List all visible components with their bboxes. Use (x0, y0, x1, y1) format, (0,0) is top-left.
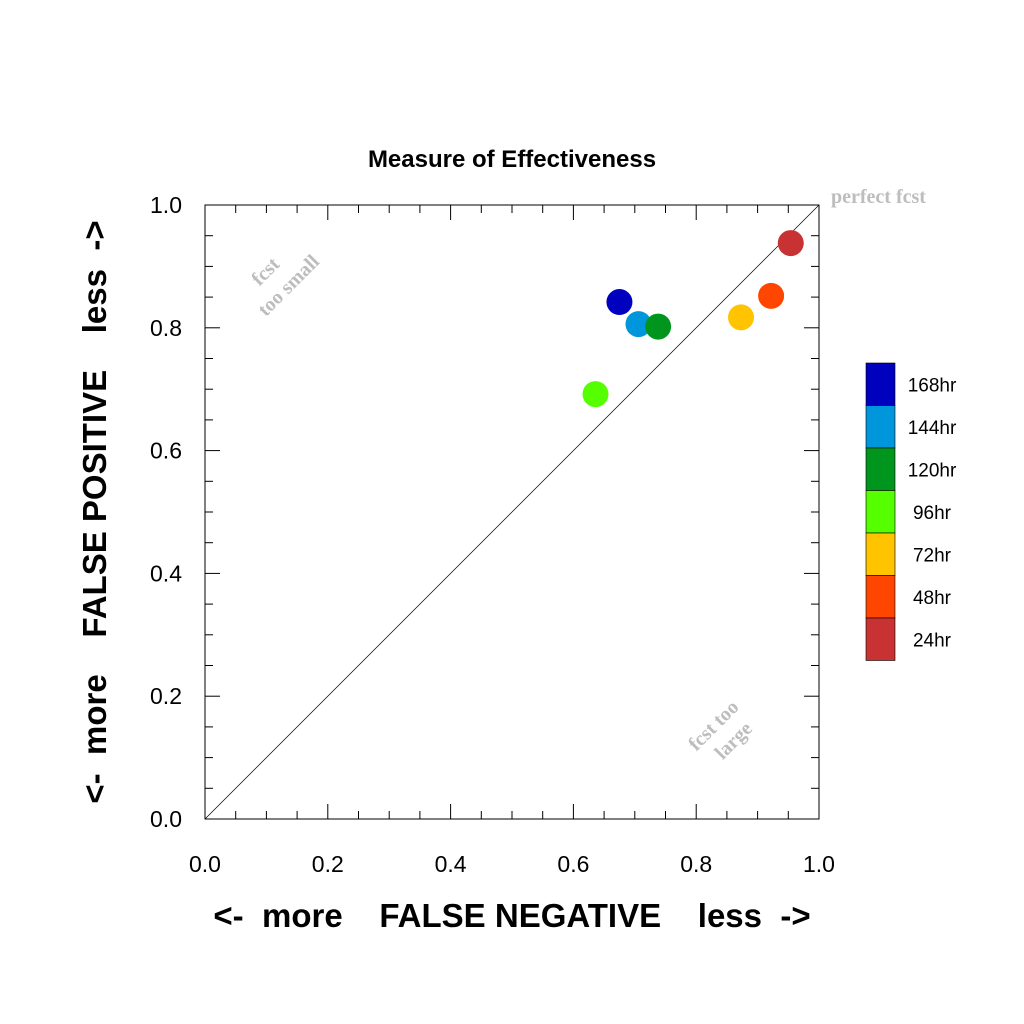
legend: 168hr 144hr 120hr 96hr 72hr 48hr 24hr (865, 362, 957, 661)
axis-tick-labels: 0.0 0.2 0.4 0.6 0.8 1.0 0.0 0.2 0.4 0.6 0.8 1.0 (150, 192, 835, 877)
legend-swatch-96hr (865, 490, 896, 534)
point-24hr (777, 230, 804, 257)
legend-label-144hr: 144hr (908, 418, 957, 439)
legend-label-168hr: 168hr (908, 375, 957, 396)
x-tick-label: 0.4 (435, 851, 467, 877)
legend-swatch-48hr (865, 575, 896, 619)
point-96hr (582, 381, 609, 408)
y-tick-label: 0.2 (150, 683, 182, 709)
legend-swatch-120hr (865, 447, 896, 491)
legend-label-72hr: 72hr (913, 545, 952, 566)
point-48hr (758, 282, 785, 309)
point-72hr (728, 304, 755, 331)
diagonal-reference-line (204, 204, 820, 820)
y-tick-label: 1.0 (150, 192, 182, 218)
legend-swatch-72hr (865, 532, 896, 576)
x-tick-label: 0.6 (557, 851, 589, 877)
y-tick-label: 0.0 (150, 806, 182, 832)
y-tick-label: 0.6 (150, 438, 182, 464)
legend-swatch-24hr (865, 617, 896, 661)
axis-ticks (204, 204, 820, 820)
x-tick-label: 0.8 (680, 851, 712, 877)
plot-area: 0.0 0.2 0.4 0.6 0.8 1.00.00.20.40.60.81.0 fcs… (150, 186, 926, 877)
data-points (582, 230, 804, 408)
legend-label-24hr: 24hr (913, 630, 952, 651)
x-tick-label: 1.0 (803, 851, 835, 877)
x-axis-label: <- more FALSE NEGATIVE less -> (213, 897, 810, 934)
chart-title: Measure of Effectiveness (368, 146, 656, 173)
x-tick-label: 0.0 (189, 851, 221, 877)
x-tick-label: 0.2 (312, 851, 344, 877)
point-144hr (625, 311, 652, 338)
y-axis-label: <- more FALSE POSITIVE less -> (76, 220, 113, 803)
point-120hr (645, 313, 672, 340)
y-tick-label: 0.4 (150, 560, 182, 586)
legend-swatch-168hr (865, 362, 896, 406)
legend-label-120hr: 120hr (908, 460, 957, 481)
legend-label-96hr: 96hr (913, 503, 952, 524)
y-tick-label: 0.8 (150, 315, 182, 341)
point-168hr (606, 289, 633, 316)
legend-label-48hr: 48hr (913, 588, 952, 609)
annotation-perfect-fcst: perfect fcst (831, 186, 926, 208)
legend-swatch-144hr (865, 405, 896, 449)
